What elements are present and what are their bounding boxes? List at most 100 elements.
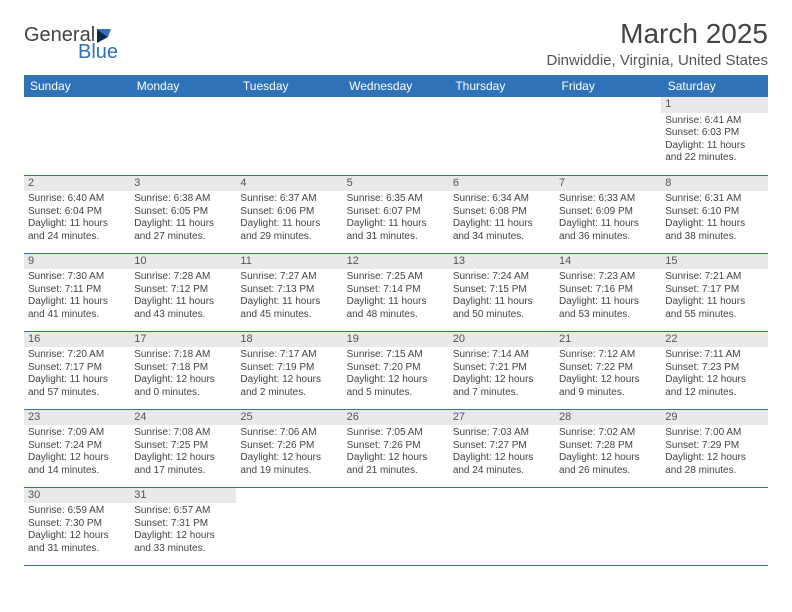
calendar-empty bbox=[343, 97, 449, 175]
calendar-empty bbox=[661, 487, 767, 565]
sunrise-line: Sunrise: 7:20 AM bbox=[28, 349, 126, 362]
day-number: 30 bbox=[24, 488, 130, 504]
day-body: Sunrise: 7:12 AMSunset: 7:22 PMDaylight:… bbox=[555, 347, 661, 401]
day-number: 18 bbox=[236, 332, 342, 348]
day-number: 25 bbox=[236, 410, 342, 426]
weekday-header: Tuesday bbox=[236, 75, 342, 97]
day-body: Sunrise: 6:37 AMSunset: 6:06 PMDaylight:… bbox=[236, 191, 342, 245]
calendar-empty bbox=[449, 487, 555, 565]
sunset-line: Sunset: 7:31 PM bbox=[134, 518, 232, 531]
calendar-day: 9Sunrise: 7:30 AMSunset: 7:11 PMDaylight… bbox=[24, 253, 130, 331]
day-number: 27 bbox=[449, 410, 555, 426]
calendar-day: 7Sunrise: 6:33 AMSunset: 6:09 PMDaylight… bbox=[555, 175, 661, 253]
calendar-day: 17Sunrise: 7:18 AMSunset: 7:18 PMDayligh… bbox=[130, 331, 236, 409]
day-body: Sunrise: 7:05 AMSunset: 7:26 PMDaylight:… bbox=[343, 425, 449, 479]
sunrise-line: Sunrise: 6:59 AM bbox=[28, 505, 126, 518]
day-number: 31 bbox=[130, 488, 236, 504]
sunset-line: Sunset: 7:11 PM bbox=[28, 284, 126, 297]
day-number: 24 bbox=[130, 410, 236, 426]
calendar-day: 16Sunrise: 7:20 AMSunset: 7:17 PMDayligh… bbox=[24, 331, 130, 409]
daylight-line: Daylight: 12 hours and 12 minutes. bbox=[665, 374, 763, 399]
sunrise-line: Sunrise: 7:02 AM bbox=[559, 427, 657, 440]
sunset-line: Sunset: 7:17 PM bbox=[665, 284, 763, 297]
calendar-day: 11Sunrise: 7:27 AMSunset: 7:13 PMDayligh… bbox=[236, 253, 342, 331]
sunset-line: Sunset: 7:22 PM bbox=[559, 362, 657, 375]
sunrise-line: Sunrise: 7:14 AM bbox=[453, 349, 551, 362]
day-body: Sunrise: 7:23 AMSunset: 7:16 PMDaylight:… bbox=[555, 269, 661, 323]
sunrise-line: Sunrise: 6:35 AM bbox=[347, 193, 445, 206]
sunset-line: Sunset: 7:26 PM bbox=[240, 440, 338, 453]
day-body: Sunrise: 7:00 AMSunset: 7:29 PMDaylight:… bbox=[661, 425, 767, 479]
daylight-line: Daylight: 11 hours and 41 minutes. bbox=[28, 296, 126, 321]
calendar-empty bbox=[555, 97, 661, 175]
daylight-line: Daylight: 11 hours and 38 minutes. bbox=[665, 218, 763, 243]
sunrise-line: Sunrise: 6:41 AM bbox=[665, 115, 763, 128]
day-body: Sunrise: 7:24 AMSunset: 7:15 PMDaylight:… bbox=[449, 269, 555, 323]
daylight-line: Daylight: 12 hours and 7 minutes. bbox=[453, 374, 551, 399]
daylight-line: Daylight: 12 hours and 28 minutes. bbox=[665, 452, 763, 477]
sunset-line: Sunset: 7:23 PM bbox=[665, 362, 763, 375]
calendar-empty bbox=[236, 97, 342, 175]
daylight-line: Daylight: 11 hours and 34 minutes. bbox=[453, 218, 551, 243]
sunrise-line: Sunrise: 7:11 AM bbox=[665, 349, 763, 362]
day-body: Sunrise: 6:34 AMSunset: 6:08 PMDaylight:… bbox=[449, 191, 555, 245]
day-body: Sunrise: 6:38 AMSunset: 6:05 PMDaylight:… bbox=[130, 191, 236, 245]
sunrise-line: Sunrise: 7:27 AM bbox=[240, 271, 338, 284]
sunrise-line: Sunrise: 7:05 AM bbox=[347, 427, 445, 440]
sunset-line: Sunset: 7:15 PM bbox=[453, 284, 551, 297]
day-number: 19 bbox=[343, 332, 449, 348]
sunrise-line: Sunrise: 7:17 AM bbox=[240, 349, 338, 362]
calendar-empty bbox=[449, 97, 555, 175]
sunset-line: Sunset: 7:26 PM bbox=[347, 440, 445, 453]
weekday-header: Monday bbox=[130, 75, 236, 97]
day-number: 7 bbox=[555, 176, 661, 192]
daylight-line: Daylight: 12 hours and 26 minutes. bbox=[559, 452, 657, 477]
day-body: Sunrise: 7:11 AMSunset: 7:23 PMDaylight:… bbox=[661, 347, 767, 401]
sunrise-line: Sunrise: 7:30 AM bbox=[28, 271, 126, 284]
calendar-day: 23Sunrise: 7:09 AMSunset: 7:24 PMDayligh… bbox=[24, 409, 130, 487]
day-number: 29 bbox=[661, 410, 767, 426]
sunset-line: Sunset: 7:20 PM bbox=[347, 362, 445, 375]
day-body: Sunrise: 6:31 AMSunset: 6:10 PMDaylight:… bbox=[661, 191, 767, 245]
day-body: Sunrise: 7:20 AMSunset: 7:17 PMDaylight:… bbox=[24, 347, 130, 401]
calendar-day: 1Sunrise: 6:41 AMSunset: 6:03 PMDaylight… bbox=[661, 97, 767, 175]
sunset-line: Sunset: 7:18 PM bbox=[134, 362, 232, 375]
daylight-line: Daylight: 12 hours and 19 minutes. bbox=[240, 452, 338, 477]
sunrise-line: Sunrise: 6:40 AM bbox=[28, 193, 126, 206]
calendar-day: 6Sunrise: 6:34 AMSunset: 6:08 PMDaylight… bbox=[449, 175, 555, 253]
day-number: 10 bbox=[130, 254, 236, 270]
sunset-line: Sunset: 6:09 PM bbox=[559, 206, 657, 219]
weekday-header: Sunday bbox=[24, 75, 130, 97]
day-body: Sunrise: 7:27 AMSunset: 7:13 PMDaylight:… bbox=[236, 269, 342, 323]
logo-text-blue: Blue bbox=[78, 41, 119, 64]
day-number: 17 bbox=[130, 332, 236, 348]
sunrise-line: Sunrise: 7:23 AM bbox=[559, 271, 657, 284]
sunset-line: Sunset: 7:16 PM bbox=[559, 284, 657, 297]
calendar-empty bbox=[24, 97, 130, 175]
calendar-empty bbox=[236, 487, 342, 565]
sunrise-line: Sunrise: 6:33 AM bbox=[559, 193, 657, 206]
sunrise-line: Sunrise: 6:34 AM bbox=[453, 193, 551, 206]
sunrise-line: Sunrise: 6:31 AM bbox=[665, 193, 763, 206]
calendar-day: 24Sunrise: 7:08 AMSunset: 7:25 PMDayligh… bbox=[130, 409, 236, 487]
sunrise-line: Sunrise: 7:25 AM bbox=[347, 271, 445, 284]
day-body: Sunrise: 7:25 AMSunset: 7:14 PMDaylight:… bbox=[343, 269, 449, 323]
daylight-line: Daylight: 11 hours and 45 minutes. bbox=[240, 296, 338, 321]
day-body: Sunrise: 7:02 AMSunset: 7:28 PMDaylight:… bbox=[555, 425, 661, 479]
sunrise-line: Sunrise: 7:21 AM bbox=[665, 271, 763, 284]
calendar-row: 9Sunrise: 7:30 AMSunset: 7:11 PMDaylight… bbox=[24, 253, 768, 331]
day-body: Sunrise: 6:33 AMSunset: 6:09 PMDaylight:… bbox=[555, 191, 661, 245]
calendar-row: 2Sunrise: 6:40 AMSunset: 6:04 PMDaylight… bbox=[24, 175, 768, 253]
day-body: Sunrise: 7:28 AMSunset: 7:12 PMDaylight:… bbox=[130, 269, 236, 323]
day-body: Sunrise: 6:40 AMSunset: 6:04 PMDaylight:… bbox=[24, 191, 130, 245]
day-number: 23 bbox=[24, 410, 130, 426]
calendar-day: 22Sunrise: 7:11 AMSunset: 7:23 PMDayligh… bbox=[661, 331, 767, 409]
daylight-line: Daylight: 11 hours and 29 minutes. bbox=[240, 218, 338, 243]
day-number: 21 bbox=[555, 332, 661, 348]
calendar-day: 26Sunrise: 7:05 AMSunset: 7:26 PMDayligh… bbox=[343, 409, 449, 487]
weekday-header: Friday bbox=[555, 75, 661, 97]
day-body: Sunrise: 7:06 AMSunset: 7:26 PMDaylight:… bbox=[236, 425, 342, 479]
location: Dinwiddie, Virginia, United States bbox=[546, 52, 768, 69]
day-number: 5 bbox=[343, 176, 449, 192]
calendar-day: 27Sunrise: 7:03 AMSunset: 7:27 PMDayligh… bbox=[449, 409, 555, 487]
